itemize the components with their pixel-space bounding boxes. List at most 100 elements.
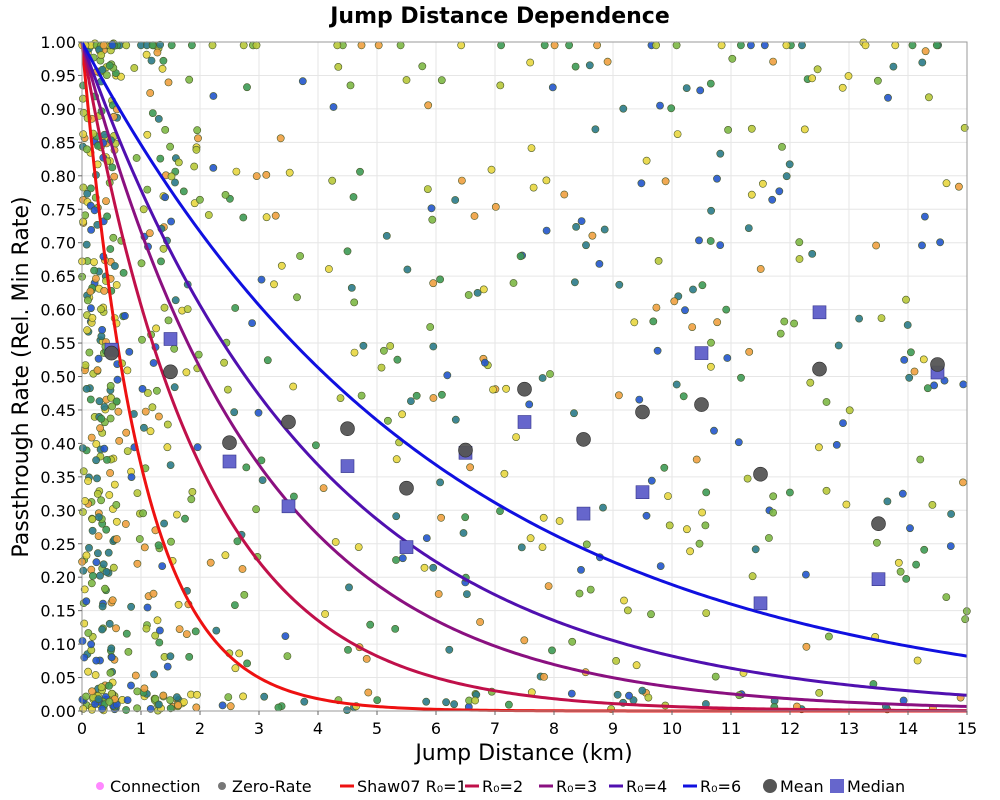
connection-point [100,403,109,411]
connection-point [959,478,967,487]
connection-point [844,72,853,80]
connection-point [480,358,489,367]
connection-point [542,226,551,235]
x-tick-label: 11 [721,719,741,738]
connection-point [825,632,833,641]
connection-point [252,505,260,514]
connection-point [190,162,199,171]
connection-point [548,83,557,92]
connection-point [707,362,715,371]
connection-point [429,342,438,351]
connection-point [87,640,95,649]
connection-point [160,519,168,528]
connection-point [243,659,251,668]
connection-point [689,285,697,294]
connection-point [239,213,248,222]
legend-item: Median [830,777,905,796]
connection-point [188,487,197,496]
connection-point [151,631,160,640]
x-tick-label: 6 [431,719,441,738]
connection-point [496,507,504,515]
connection-point [402,76,411,84]
x-axis: 0 1 2 3 4 5 6 7 8 9 10 11 12 13 14 15 [77,711,977,738]
connection-point [548,646,556,655]
connection-point [94,549,102,558]
mean-marker [694,397,709,412]
connection-point [571,62,580,71]
connection-point [782,41,791,50]
connection-point [644,693,653,702]
connection-point [429,563,438,572]
y-tick-label: 0.95 [40,66,76,85]
x-tick-label: 2 [195,719,205,738]
connection-point [491,202,500,211]
connection-point [540,673,548,681]
connection-point [546,370,554,378]
connection-point [79,130,88,139]
connection-point [540,41,549,50]
connection-point [615,391,623,400]
connection-point [362,655,371,663]
connection-point [324,265,333,273]
connection-point [364,688,373,697]
median-marker [871,572,886,587]
y-tick-label: 0.55 [40,334,76,353]
connection-point [172,510,181,519]
connection-point [780,317,789,326]
mean-marker [635,404,650,420]
connection-point [218,701,227,710]
connection-point [437,513,445,522]
connection-point [743,474,752,483]
connection-point [103,455,111,464]
connection-point [285,168,294,177]
connection-point [121,520,130,528]
connection-point [163,420,172,429]
connection-point [577,217,586,225]
connection-point [79,217,87,226]
connection-point [932,41,941,50]
connection-point [235,649,244,658]
connection-point [194,134,202,143]
connection-point [806,378,815,387]
connection-point [437,390,446,399]
connection-point [343,247,352,256]
grid [81,41,968,712]
connection-point [193,443,202,452]
connection-point [293,293,301,302]
connection-point [529,183,538,192]
connection-point [87,184,95,193]
connection-point [418,62,427,71]
connection-point [94,354,103,363]
connection-point [146,427,155,436]
y-tick-label: 0.35 [40,468,76,487]
connection-point [95,397,104,406]
connection-point [82,551,91,560]
legend-label: R₀=6 [700,777,741,796]
connection-point [123,366,132,375]
connection-point [377,363,386,372]
connection-point [239,692,247,701]
connection-point [652,303,661,312]
connection-point [148,41,157,50]
connection-point [923,384,932,393]
connection-point [151,694,160,703]
connection-point [109,233,118,242]
connection-point [702,609,711,617]
connection-point [642,156,651,165]
connection-point [889,62,898,71]
connection-point [321,610,329,618]
legend-label: Mean [780,777,824,796]
connection-point [84,477,92,485]
connection-point [143,603,152,612]
mean-marker [340,421,355,437]
connection-point [681,306,689,315]
connection-point [642,511,651,520]
connection-point [921,47,930,56]
connection-point [103,212,111,221]
connection-point [428,215,437,224]
connection-point [476,618,484,626]
connection-point [331,538,340,546]
y-tick-label: 0.65 [40,267,76,286]
x-tick-label: 9 [608,719,618,738]
connection-point [145,229,154,237]
